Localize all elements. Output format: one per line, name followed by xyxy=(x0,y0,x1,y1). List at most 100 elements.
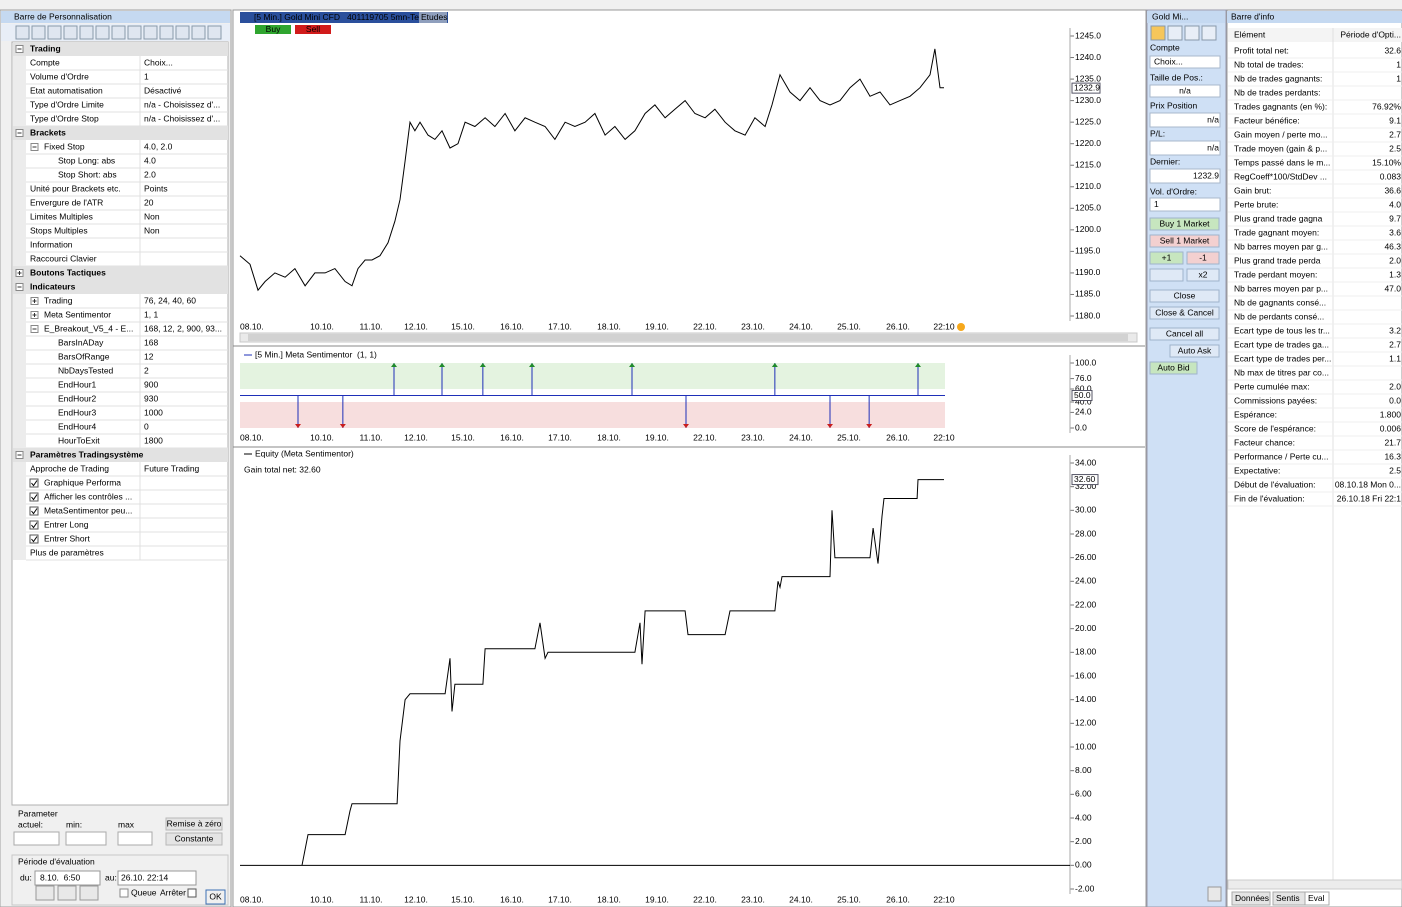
property-label: Type d'Ordre Limite xyxy=(30,99,104,109)
button-label: x2 xyxy=(1199,269,1208,279)
tool-button[interactable] xyxy=(207,25,222,40)
x-tick-label: 10.10. xyxy=(310,432,334,442)
column-header: Période d'Opti... xyxy=(1340,29,1401,39)
band-high xyxy=(240,363,945,389)
icon-button[interactable] xyxy=(79,885,99,901)
tool-button[interactable] xyxy=(15,25,30,40)
order-button[interactable] xyxy=(1149,306,1220,320)
order-button[interactable] xyxy=(1149,327,1220,341)
x-tick-label: 24.10. xyxy=(789,432,813,442)
icon-button[interactable] xyxy=(57,885,77,901)
field-label: Vol. d'Ordre: xyxy=(1150,186,1197,196)
checkbox[interactable] xyxy=(187,888,197,898)
property-value: Choix... xyxy=(144,57,173,67)
y-tick-label: 34.00 xyxy=(1075,457,1097,467)
tool-button[interactable] xyxy=(1184,25,1200,41)
order-button[interactable] xyxy=(1149,251,1184,265)
info-label: Facteur bénéfice: xyxy=(1234,115,1300,125)
row-gutter xyxy=(13,196,26,210)
tool-button[interactable] xyxy=(1150,25,1166,41)
spin-input[interactable] xyxy=(117,831,153,846)
tool-button[interactable] xyxy=(127,25,142,40)
tool-button[interactable] xyxy=(159,25,174,40)
sell-button[interactable] xyxy=(295,25,331,34)
section-label: Paramètres Tradingsystème xyxy=(30,449,144,459)
tool-button[interactable] xyxy=(47,25,62,40)
input-value: 8.10. 6:50 xyxy=(40,872,80,882)
order-button[interactable] xyxy=(1149,217,1220,231)
tool-button[interactable] xyxy=(143,25,158,40)
tab[interactable] xyxy=(1304,891,1330,906)
order-button[interactable] xyxy=(1149,234,1220,248)
row-gutter xyxy=(13,420,26,434)
tool-button[interactable] xyxy=(63,25,78,40)
checkbox[interactable] xyxy=(29,506,39,516)
x-tick-label: 18.10. xyxy=(597,321,621,331)
checkbox[interactable] xyxy=(29,492,39,502)
order-button[interactable] xyxy=(1186,268,1220,282)
info-label: Commissions payées: xyxy=(1234,395,1317,405)
checkbox[interactable] xyxy=(119,888,129,898)
order-button[interactable] xyxy=(1149,361,1198,375)
y-tick-label: 28.00 xyxy=(1075,528,1097,538)
tool-button[interactable] xyxy=(1167,25,1183,41)
order-button[interactable] xyxy=(1186,251,1220,265)
info-label: Nb total de trades: xyxy=(1234,59,1303,69)
checkbox[interactable] xyxy=(29,520,39,530)
field-label: P/L: xyxy=(1150,128,1165,138)
checkbox[interactable] xyxy=(29,534,39,544)
order-button[interactable] xyxy=(1169,344,1220,358)
row-gutter xyxy=(13,112,26,126)
button-label: Constante xyxy=(175,833,214,843)
scrollbar[interactable] xyxy=(1227,879,1402,890)
button[interactable] xyxy=(205,889,226,905)
button[interactable] xyxy=(165,817,223,831)
x-tick-label: 25.10. xyxy=(837,432,861,442)
info-value: 1 xyxy=(1396,73,1401,83)
signal-arrow xyxy=(827,424,833,428)
spin-input[interactable] xyxy=(65,831,107,846)
info-label: Trade moyen (gain & p... xyxy=(1234,143,1327,153)
icon-button[interactable] xyxy=(1149,268,1184,282)
info-label: Ecart type de trades ga... xyxy=(1234,339,1329,349)
tool-button[interactable] xyxy=(111,25,126,40)
tool-button[interactable] xyxy=(31,25,46,40)
tool-button[interactable] xyxy=(1201,25,1217,41)
info-value: 3.2 xyxy=(1389,325,1401,335)
last-value-box xyxy=(1071,390,1093,401)
property-label: EndHour3 xyxy=(58,407,97,417)
tool-button[interactable] xyxy=(79,25,94,40)
y-tick-label: 1210.0 xyxy=(1075,181,1101,191)
y-tick-label: 32.00 xyxy=(1075,481,1097,491)
property-label: Entrer Long xyxy=(44,519,89,529)
tab[interactable] xyxy=(1231,891,1271,906)
property-label: Raccourci Clavier xyxy=(30,253,97,263)
tool-button[interactable] xyxy=(175,25,190,40)
order-button[interactable] xyxy=(1149,289,1220,303)
tool-button[interactable] xyxy=(191,25,206,40)
property-value: 1800 xyxy=(144,435,163,445)
section-label: Trading xyxy=(30,43,61,53)
buy-button[interactable] xyxy=(255,25,291,34)
checkbox[interactable] xyxy=(29,478,39,488)
y-tick-label: 1240.0 xyxy=(1075,52,1101,62)
property-label: Entrer Short xyxy=(44,533,90,543)
info-label: Perte cumulée max: xyxy=(1234,381,1310,391)
section-label: Boutons Tactiques xyxy=(30,267,106,277)
property-value: 4.0 xyxy=(144,155,156,165)
date-input[interactable] xyxy=(34,870,101,886)
scroll-thumb[interactable] xyxy=(248,334,1128,341)
spin-input[interactable] xyxy=(13,831,60,846)
tool-button[interactable] xyxy=(95,25,110,40)
dropdown[interactable] xyxy=(1149,55,1221,69)
icon-button[interactable] xyxy=(35,885,55,901)
button-label: Auto Bid xyxy=(1157,362,1189,372)
info-label: Plus grand trade perda xyxy=(1234,255,1321,265)
spin-input[interactable] xyxy=(1149,197,1221,212)
info-value: 15.10% xyxy=(1372,157,1401,167)
x-tick-label: 26.10. xyxy=(886,321,910,331)
scroll-button[interactable] xyxy=(1207,886,1222,902)
button[interactable] xyxy=(165,832,223,846)
y-tick-label: 0.00 xyxy=(1075,860,1092,870)
date-input[interactable] xyxy=(117,870,197,886)
